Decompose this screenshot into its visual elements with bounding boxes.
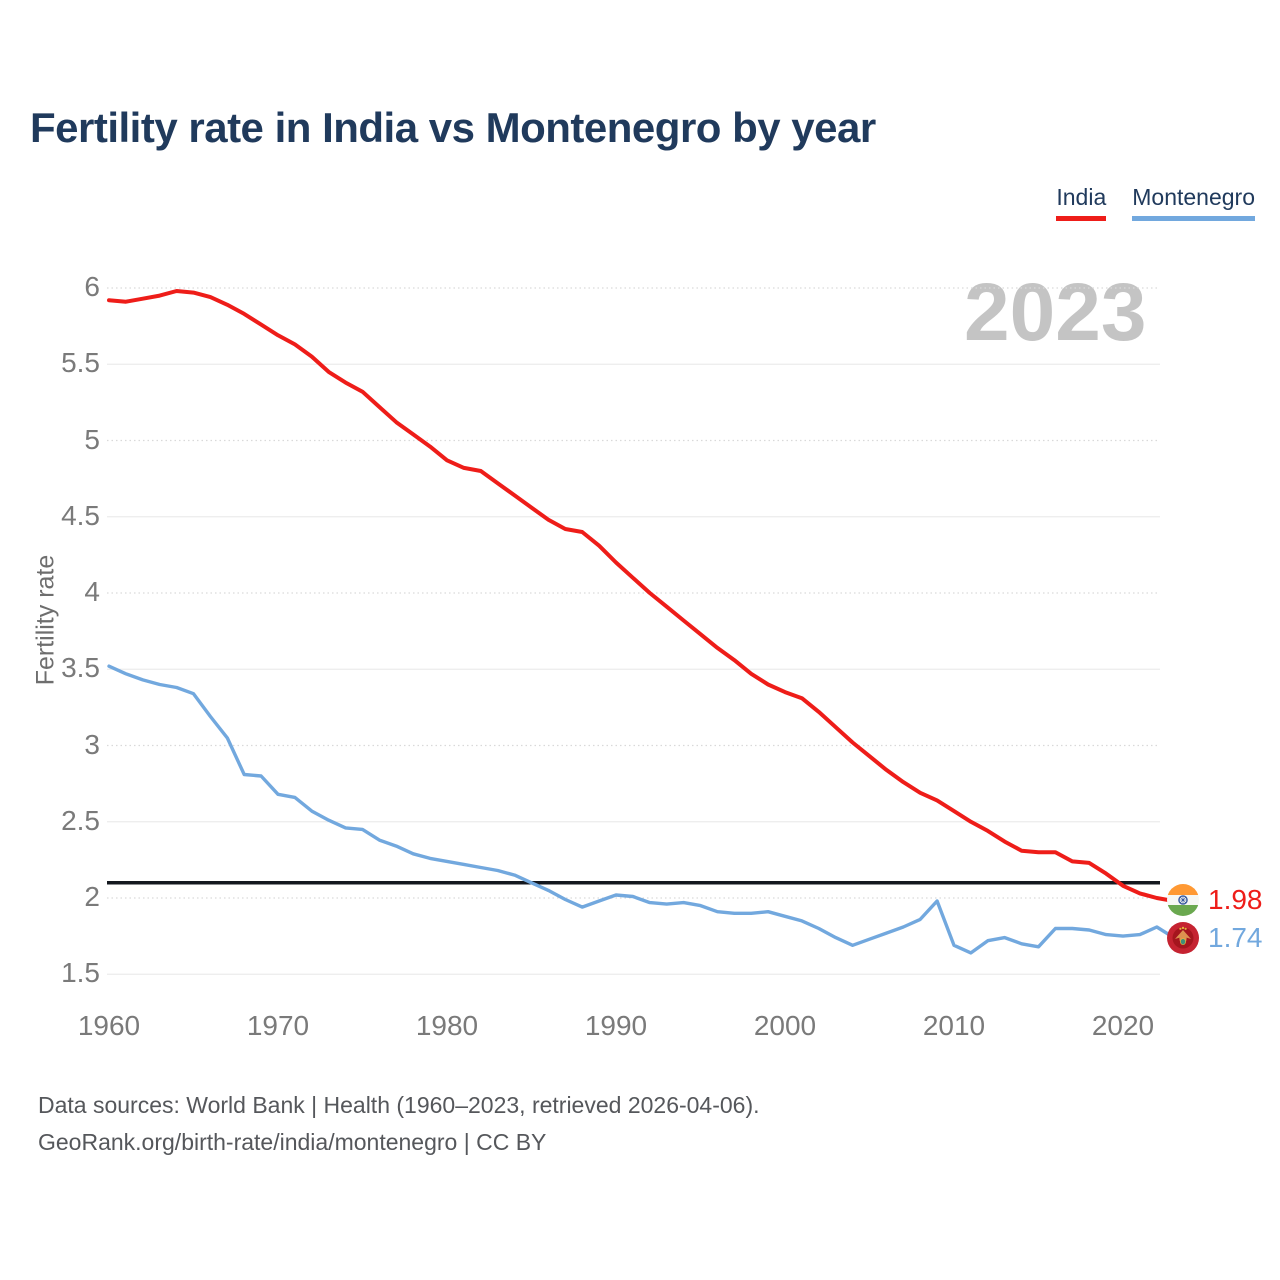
end-value-india: 1.98 [1208, 884, 1263, 915]
footer-attribution-line: GeoRank.org/birth-rate/india/montenegro … [38, 1129, 547, 1155]
end-value-montenegro: 1.74 [1208, 922, 1263, 953]
legend-label-montenegro: Montenegro [1132, 184, 1255, 210]
legend: India Montenegro [1056, 184, 1255, 221]
watermark-year: 2023 [964, 267, 1147, 358]
end-label-montenegro: 1.74 [1167, 922, 1263, 954]
x-tick-label: 2000 [753, 1010, 817, 1041]
montenegro-line[interactable] [107, 664, 1176, 955]
x-tick-label: 2020 [1091, 1010, 1155, 1041]
x-tick-label: 1990 [584, 1010, 648, 1041]
footer: Data sources: World Bank | Health (1960–… [38, 1087, 760, 1161]
page-title: Fertility rate in India vs Montenegro by… [30, 104, 876, 151]
legend-swatch-montenegro [1132, 216, 1255, 221]
legend-swatch-india [1056, 216, 1107, 221]
x-tick-label: 1970 [246, 1010, 310, 1041]
y-tick-label: 3.5 [61, 652, 100, 684]
legend-label-india: India [1056, 184, 1107, 210]
india-line[interactable] [107, 289, 1176, 903]
x-tick-label: 1980 [415, 1010, 479, 1041]
legend-item-montenegro[interactable]: Montenegro [1132, 184, 1255, 221]
y-tick-label: 2.5 [61, 804, 100, 836]
legend-item-india[interactable]: India [1056, 184, 1107, 221]
end-label-india: 1.98 [1167, 884, 1263, 916]
x-tick-label: 2010 [922, 1010, 986, 1041]
india-flag-icon [1167, 884, 1199, 916]
y-tick-label: 1.5 [61, 957, 100, 989]
y-tick-label: 5.5 [61, 347, 100, 379]
y-tick-label: 6 [84, 271, 100, 302]
y-tick-label: 3 [84, 728, 100, 760]
y-tick-label: 4.5 [61, 499, 100, 531]
y-tick-label: 5 [84, 423, 100, 455]
y-tick-label: 4 [84, 576, 100, 607]
footer-source-line: Data sources: World Bank | Health (1960–… [38, 1092, 760, 1118]
montenegro-flag-icon [1167, 922, 1199, 954]
x-tick-label: 1960 [77, 1010, 141, 1041]
y-tick-label: 2 [84, 881, 100, 912]
